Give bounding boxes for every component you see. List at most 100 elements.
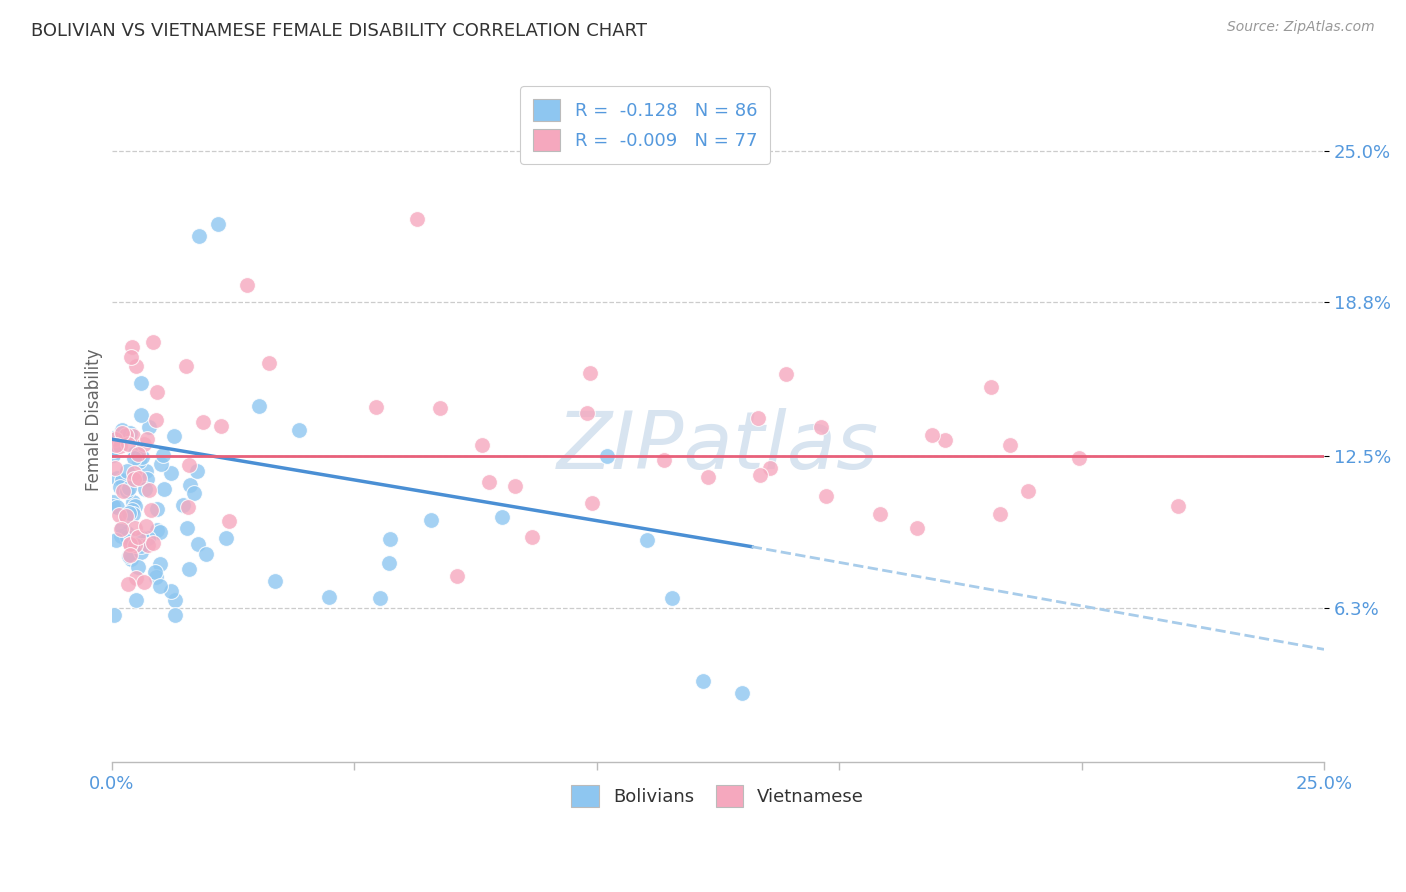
Point (131, 531, 153, 545)
Point (179, 458, 201, 473)
Point (637, 533, 659, 548)
Point (103, 461, 125, 475)
Point (104, 438, 127, 452)
Point (257, 356, 280, 370)
Point (187, 537, 209, 551)
Point (183, 486, 205, 500)
Point (579, 367, 602, 381)
Point (114, 510, 136, 524)
Point (134, 482, 156, 496)
Point (366, 400, 388, 414)
Point (121, 495, 143, 509)
Point (420, 513, 443, 527)
Point (128, 471, 150, 485)
Point (146, 524, 169, 538)
Point (921, 427, 943, 442)
Point (111, 426, 134, 441)
Text: Source: ZipAtlas.com: Source: ZipAtlas.com (1227, 20, 1375, 34)
Point (146, 502, 169, 516)
Point (129, 408, 152, 422)
Point (159, 466, 181, 480)
Point (1000, 438, 1022, 452)
Point (120, 425, 142, 440)
Point (596, 450, 619, 464)
Point (129, 376, 152, 390)
Point (247, 400, 270, 414)
Point (368, 591, 391, 605)
Point (1067, 450, 1090, 465)
Point (135, 432, 157, 446)
Point (132, 575, 155, 590)
Point (810, 420, 832, 434)
Point (138, 419, 160, 434)
Point (136, 531, 159, 545)
Point (1167, 499, 1189, 513)
Point (104, 533, 127, 548)
Point (163, 608, 186, 623)
Text: BOLIVIAN VS VIETNAMESE FEMALE DISABILITY CORRELATION CHART: BOLIVIAN VS VIETNAMESE FEMALE DISABILITY… (31, 22, 647, 40)
Point (145, 570, 167, 584)
Point (127, 530, 149, 544)
Point (136, 538, 159, 552)
Point (177, 500, 200, 515)
Point (110, 480, 132, 494)
Point (990, 507, 1012, 521)
Point (179, 478, 201, 492)
Point (378, 556, 401, 570)
Point (129, 544, 152, 558)
Point (218, 514, 240, 528)
Point (115, 509, 138, 524)
Point (905, 521, 928, 535)
Point (209, 418, 232, 433)
Point (124, 538, 146, 552)
Point (187, 229, 209, 244)
Point (110, 439, 132, 453)
Point (172, 498, 194, 512)
Point (111, 473, 134, 487)
Point (429, 401, 451, 415)
Point (124, 499, 146, 513)
Point (207, 217, 229, 231)
Point (131, 450, 153, 464)
Point (520, 530, 543, 544)
Point (118, 548, 141, 562)
Point (215, 531, 238, 545)
Point (120, 537, 142, 551)
Point (869, 507, 891, 521)
Point (661, 591, 683, 605)
Point (110, 522, 132, 536)
Point (128, 454, 150, 468)
Point (127, 446, 149, 460)
Point (149, 579, 172, 593)
Point (101, 442, 124, 457)
Point (118, 482, 141, 496)
Point (652, 452, 675, 467)
Point (146, 384, 169, 399)
Point (143, 566, 166, 580)
Point (118, 506, 141, 520)
Point (135, 519, 157, 533)
Point (177, 562, 200, 576)
Point (101, 499, 124, 513)
Point (165, 593, 187, 607)
Point (110, 529, 132, 543)
Point (107, 508, 129, 522)
Point (121, 340, 143, 354)
Point (125, 571, 148, 585)
Point (118, 537, 141, 551)
Point (264, 574, 287, 589)
Legend: Bolivians, Vietnamese: Bolivians, Vietnamese (564, 778, 872, 814)
Point (491, 510, 513, 524)
Point (111, 423, 134, 437)
Point (142, 535, 165, 549)
Point (127, 560, 149, 574)
Point (115, 464, 138, 478)
Point (149, 457, 172, 471)
Point (1017, 483, 1039, 498)
Point (105, 471, 128, 485)
Point (478, 475, 501, 490)
Point (378, 532, 401, 546)
Point (120, 551, 142, 566)
Point (122, 508, 145, 522)
Point (142, 334, 165, 349)
